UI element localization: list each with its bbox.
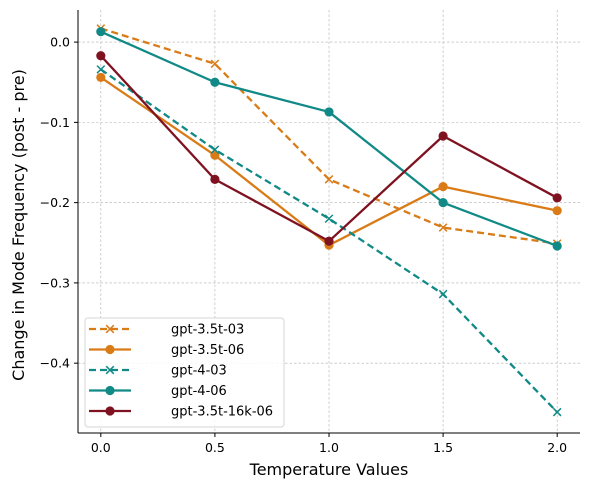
data-point [96, 27, 106, 37]
legend-label: gpt-3.5t-06 [171, 343, 244, 358]
legend-marker [105, 324, 115, 334]
data-point [324, 175, 334, 184]
legend-marker [105, 406, 115, 416]
data-point [96, 51, 106, 61]
y-tick-label: 0.0 [50, 35, 70, 50]
legend-entry: gpt-3.5t-06 [89, 343, 244, 358]
legend-entry: gpt-4-03 [89, 364, 227, 379]
legend-label: gpt-4-03 [171, 364, 227, 379]
axes: 0.0 0.5 1.0 1.5 2.0 0.0 −0.1 −0.2 −0.3 −0.4 [40, 10, 580, 455]
data-point [438, 223, 448, 232]
legend-marker [105, 365, 115, 375]
x-tick-label: 2.0 [547, 440, 567, 455]
data-point [210, 59, 220, 69]
series-line [100, 68, 559, 413]
x-tick-label: 1.5 [433, 440, 453, 455]
series-gpt-3.5t-16k-06 [96, 51, 562, 246]
data-point [96, 65, 106, 74]
data-point [438, 131, 448, 141]
y-axis-title: Change in Mode Frequency (post - pre) [9, 69, 28, 381]
legend-marker [105, 385, 115, 396]
y-tick-label: −0.2 [40, 195, 70, 210]
data-point [438, 198, 448, 208]
legend-marker [105, 344, 115, 355]
data-point [552, 407, 562, 417]
data-point [210, 145, 220, 154]
legend-label: gpt-4-06 [171, 384, 227, 399]
data-point [324, 214, 334, 224]
series-group [96, 24, 562, 417]
legend-entry: gpt-3.5t-03 [89, 323, 244, 338]
x-tick-label: 0.0 [91, 440, 111, 455]
y-tick-label: −0.3 [40, 275, 70, 290]
data-point [210, 77, 220, 87]
data-point [552, 193, 562, 203]
legend-label: gpt-3.5t-16k-06 [171, 405, 273, 420]
legend-label: gpt-3.5t-03 [171, 323, 244, 338]
data-point [324, 107, 334, 117]
legend-entry: gpt-3.5t-16k-06 [89, 405, 273, 420]
data-point [210, 174, 220, 184]
data-point [438, 289, 448, 299]
legend-frame [84, 317, 285, 428]
x-axis-title: Temperature Values [249, 460, 409, 479]
x-tick-label: 1.0 [319, 440, 339, 455]
series-gpt-4-06 [96, 27, 562, 251]
data-point [552, 241, 562, 251]
data-point [324, 236, 334, 246]
data-point [96, 72, 106, 83]
y-tick-label: −0.4 [40, 356, 70, 371]
series-gpt-4-03 [96, 65, 562, 417]
data-point [438, 181, 448, 192]
y-tick-label: −0.1 [40, 115, 70, 130]
legend: gpt-3.5t-03 gpt-3.5t-06 gpt-4-03 gpt-4-06 gp… [84, 317, 285, 428]
data-point [552, 206, 562, 216]
legend-entry: gpt-4-06 [89, 384, 227, 399]
x-tick-label: 0.5 [205, 440, 225, 455]
